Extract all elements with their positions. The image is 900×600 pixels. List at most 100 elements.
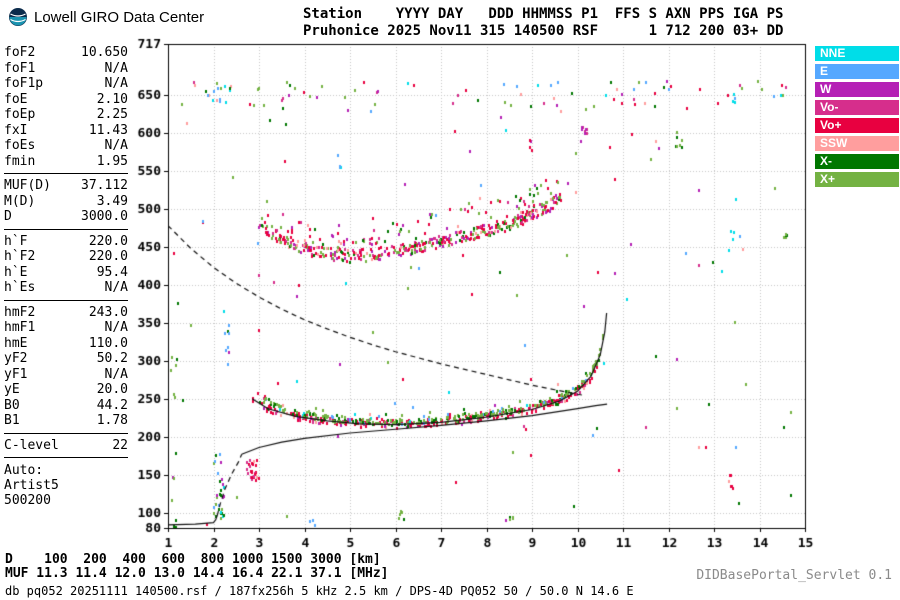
param-value: 110.0 bbox=[88, 335, 128, 351]
param-label: yE bbox=[4, 382, 20, 397]
auto-scaler-name: Artist5 bbox=[4, 478, 59, 493]
legend-item-X+: X+ bbox=[815, 172, 899, 187]
param-value: 3000.0 bbox=[81, 209, 128, 224]
param-h`F: h`F 220.0 bbox=[4, 234, 128, 250]
param-value: 2.10 bbox=[96, 91, 128, 107]
param-value: 11.43 bbox=[88, 122, 128, 138]
db-info-line: db pq052 20251111 140500.rsf / 187fx256h… bbox=[5, 584, 634, 598]
param-value: 1.78 bbox=[96, 413, 128, 428]
auto-scaler-block: Auto: Artist5 500200 bbox=[4, 458, 128, 508]
param-foF2: foF2 10.650 bbox=[4, 45, 128, 61]
param-label: h`Es bbox=[4, 280, 36, 295]
param-foF1: foF1 N/A bbox=[4, 61, 128, 77]
param-foEs: foEs N/A bbox=[4, 138, 128, 154]
param-C-level: C-level 22 bbox=[4, 438, 128, 454]
param-hmF2: hmF2 243.0 bbox=[4, 305, 128, 321]
param-fxI: fxI 11.43 bbox=[4, 123, 128, 139]
param-value: N/A bbox=[104, 138, 128, 153]
param-label: h`F2 bbox=[4, 249, 36, 264]
param-group-frequencies: foF2 10.650 foF1 N/A foF1p N/A foE 2.10 foEp 2.25… bbox=[4, 41, 128, 173]
auto-label: Auto: bbox=[4, 463, 44, 478]
param-label: foF1 bbox=[4, 60, 36, 76]
echo-direction-legend: NNE E W Vo- Vo+ SSW X- X+ bbox=[815, 46, 899, 190]
legend-item-W: W bbox=[815, 82, 899, 97]
param-D: D 3000.0 bbox=[4, 209, 128, 225]
param-value: N/A bbox=[104, 320, 128, 335]
param-yF1: yF1 N/A bbox=[4, 367, 128, 383]
ionogram-plot bbox=[130, 34, 820, 550]
auto-scaler-version: 500200 bbox=[4, 493, 51, 508]
param-value: N/A bbox=[104, 280, 128, 295]
legend-item-Vo-: Vo- bbox=[815, 100, 899, 115]
giro-logo-icon bbox=[9, 8, 27, 26]
param-value: N/A bbox=[104, 60, 128, 76]
param-group-peak-parameters: hmF2 243.0 hmF1 N/A hmE 110.0 yF2 50.2 yF1 N/A yE 2… bbox=[4, 299, 128, 433]
param-hmE: hmE 110.0 bbox=[4, 336, 128, 352]
brand: Lowell GIRO Data Center bbox=[8, 7, 204, 27]
param-h`E: h`E 95.4 bbox=[4, 265, 128, 281]
param-label: foE bbox=[4, 91, 28, 107]
param-value: 22 bbox=[112, 437, 128, 453]
param-h`F2: h`F2 220.0 bbox=[4, 249, 128, 265]
station-line1: Station YYYY DAY DDD HHMMSS P1 FFS S AXN… bbox=[303, 6, 784, 22]
param-label: B1 bbox=[4, 413, 20, 428]
param-label: B0 bbox=[4, 397, 20, 413]
parameter-panel: foF2 10.650 foF1 N/A foF1p N/A foE 2.10 foEp 2.25… bbox=[4, 41, 128, 508]
param-label: C-level bbox=[4, 437, 59, 453]
param-label: foF2 bbox=[4, 45, 36, 60]
param-value: N/A bbox=[104, 366, 128, 382]
param-foF1p: foF1p N/A bbox=[4, 76, 128, 92]
legend-item-SSW: SSW bbox=[815, 136, 899, 151]
legend-item-NNE: NNE bbox=[815, 46, 899, 61]
brand-text: Lowell GIRO Data Center bbox=[34, 8, 205, 26]
param-label: yF2 bbox=[4, 351, 28, 366]
param-value: 20.0 bbox=[96, 382, 128, 397]
param-label: M(D) bbox=[4, 193, 36, 209]
param-value: 220.0 bbox=[88, 249, 128, 264]
param-label: foEs bbox=[4, 138, 36, 153]
param-MUF(D): MUF(D) 37.112 bbox=[4, 178, 128, 194]
param-group-virtual-heights: h`F 220.0 h`F2 220.0 h`E 95.4 h`Es N/A bbox=[4, 228, 128, 300]
parameter-groups: foF2 10.650 foF1 N/A foF1p N/A foE 2.10 foEp 2.25… bbox=[4, 41, 128, 458]
servlet-version: DIDBasePortal_Servlet 0.1 bbox=[696, 568, 892, 583]
param-label: fmin bbox=[4, 153, 36, 169]
param-label: foEp bbox=[4, 107, 36, 122]
param-fmin: fmin 1.95 bbox=[4, 154, 128, 170]
param-value: 2.25 bbox=[96, 107, 128, 122]
param-value: 37.112 bbox=[81, 178, 128, 193]
param-label: h`F bbox=[4, 233, 28, 249]
param-label: fxI bbox=[4, 122, 28, 138]
param-label: hmF2 bbox=[4, 304, 36, 320]
legend-item-E: E bbox=[815, 64, 899, 79]
param-value: 10.650 bbox=[81, 45, 128, 60]
param-value: 44.2 bbox=[96, 397, 128, 413]
param-group-confidence: C-level 22 bbox=[4, 432, 128, 458]
param-value: 220.0 bbox=[88, 233, 128, 249]
param-label: hmE bbox=[4, 335, 28, 351]
param-label: MUF(D) bbox=[4, 178, 51, 193]
param-label: yF1 bbox=[4, 366, 28, 382]
param-yE: yE 20.0 bbox=[4, 382, 128, 398]
param-label: h`E bbox=[4, 264, 28, 280]
param-value: N/A bbox=[104, 76, 128, 91]
param-yF2: yF2 50.2 bbox=[4, 351, 128, 367]
param-h`Es: h`Es N/A bbox=[4, 280, 128, 296]
param-label: hmF1 bbox=[4, 320, 36, 335]
param-label: D bbox=[4, 209, 12, 224]
param-value: 243.0 bbox=[88, 304, 128, 320]
param-B1: B1 1.78 bbox=[4, 413, 128, 429]
muf-values-row: MUF 11.3 11.4 12.0 13.0 14.4 16.4 22.1 3… bbox=[5, 566, 389, 581]
param-value: 3.49 bbox=[96, 193, 128, 209]
d-distance-row: D 100 200 400 600 800 1000 1500 3000 [km… bbox=[5, 552, 381, 567]
param-hmF1: hmF1 N/A bbox=[4, 320, 128, 336]
param-foE: foE 2.10 bbox=[4, 92, 128, 108]
param-value: 50.2 bbox=[96, 351, 128, 366]
legend-item-X-: X- bbox=[815, 154, 899, 169]
param-B0: B0 44.2 bbox=[4, 398, 128, 414]
param-M(D): M(D) 3.49 bbox=[4, 194, 128, 210]
param-foEp: foEp 2.25 bbox=[4, 107, 128, 123]
param-value: 1.95 bbox=[96, 153, 128, 169]
param-group-muf: MUF(D) 37.112 M(D) 3.49 D 3000.0 bbox=[4, 173, 128, 229]
param-label: foF1p bbox=[4, 76, 44, 91]
